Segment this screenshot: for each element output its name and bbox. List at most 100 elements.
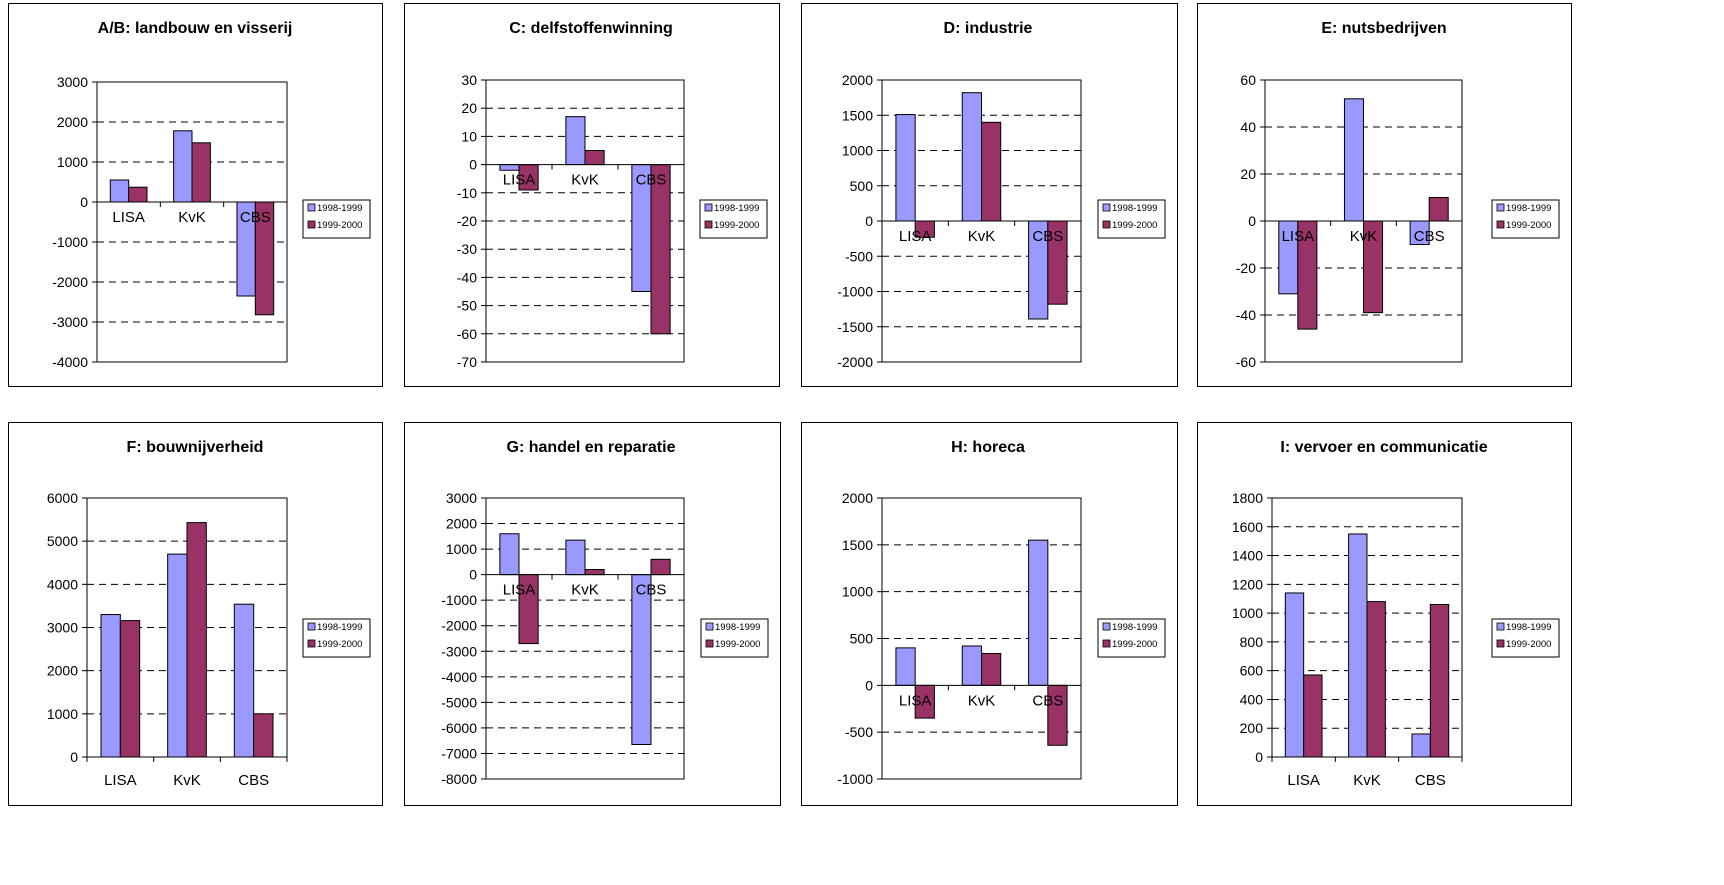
bar-lisa-1998-1999 [109,179,130,203]
bar-cbs-1999-2000 [650,164,671,335]
y-tick-label: 1000 [842,584,873,600]
chart-panel-2: C: delfstoffenwinning 30 20 10 0 -10 -20 -30 -40… [404,3,780,387]
bar-kvk-1998-1999 [565,539,586,576]
chart-frame [404,422,781,806]
y-tick-label: -1000 [837,284,873,300]
legend: 1998-1999 1999-2000 [302,618,371,658]
y-tick-label: 1200 [1232,576,1263,592]
legend: 1998-1999 1999-2000 [1491,199,1560,239]
category-label: KvK [968,692,996,709]
y-tick-label: 800 [1240,634,1264,650]
y-tick-label: 1000 [1232,605,1263,621]
category-label: LISA [899,692,932,709]
y-tick-label: 1000 [446,541,477,557]
bar-lisa-1999-2000 [1303,674,1323,758]
y-tick-label: -60 [457,326,477,342]
category-label: KvK [571,582,599,599]
y-tick-label: 200 [1240,720,1264,736]
legend-label: 1999-2000 [317,639,362,650]
y-tick-label: 4000 [47,576,78,592]
y-tick-label: 0 [865,213,873,229]
legend-swatch [704,220,713,229]
category-label: CBS [636,582,667,599]
legend-swatch [1496,203,1505,212]
category-label: LISA [1287,772,1320,789]
bar-kvk-1999-2000 [981,121,1002,222]
chart-panel-4: E: nutsbedrijven 60 40 20 0 -20 -40 -60 LISA KvK C… [1197,3,1572,387]
y-tick-label: 0 [469,567,477,583]
bar-kvk-1998-1999 [961,645,982,686]
y-tick-label: 500 [850,178,874,194]
category-label: KvK [1353,772,1381,789]
y-tick-label: 0 [1248,213,1256,229]
legend-label: 1999-2000 [1112,639,1157,650]
category-label: LISA [112,209,145,226]
y-tick-label: 1500 [842,537,873,553]
chart-title: E: nutsbedrijven [1321,20,1446,37]
bar-kvk-1999-2000 [1366,601,1386,758]
y-tick-label: 1500 [842,107,873,123]
bar-kvk-1999-2000 [186,522,207,758]
legend-swatch [307,639,316,648]
category-label: CBS [1032,228,1063,245]
y-tick-label: 1000 [47,706,78,722]
y-tick-label: -6000 [441,720,477,736]
bar-kvk-1998-1999 [565,116,586,166]
legend-label: 1998-1999 [1112,622,1157,633]
legend-label: 1998-1999 [1112,203,1157,214]
category-label: KvK [173,772,201,789]
legend-swatch [1496,639,1505,648]
legend: 1998-1999 1999-2000 [700,618,769,658]
bar-kvk-1998-1999 [167,553,188,758]
category-label: LISA [1282,228,1315,245]
y-tick-label: -3000 [441,643,477,659]
chart-frame [1197,3,1572,387]
legend-swatch [307,622,316,631]
chart-panel-8: I: vervoer en communicatie 1800 1600 1400 12… [1197,422,1572,806]
chart-frame [404,3,780,387]
legend: 1998-1999 1999-2000 [699,199,768,239]
category-label: LISA [503,582,536,599]
category-label: KvK [1350,228,1378,245]
bar-lisa-1998-1999 [1284,592,1305,758]
bar-cbs-1998-1999 [1028,539,1049,686]
y-tick-label: -500 [845,248,873,264]
plot-area [96,81,288,363]
legend-label: 1998-1999 [714,203,759,214]
category-label: CBS [636,172,667,189]
y-tick-label: -50 [457,298,477,314]
bar-kvk-1998-1999 [1348,533,1368,758]
y-tick-label: -2000 [52,274,88,290]
y-tick-label: 5000 [47,533,78,549]
y-tick-label: 30 [461,72,477,88]
legend-label: 1998-1999 [1506,203,1551,214]
category-label: KvK [571,172,599,189]
y-tick-label: -30 [457,241,477,257]
y-tick-label: 1000 [57,154,88,170]
y-tick-label: -2000 [837,354,873,370]
legend-swatch [1496,622,1505,631]
legend-swatch [705,639,714,648]
y-tick-label: 400 [1240,691,1264,707]
bar-lisa-1999-2000 [128,186,148,203]
y-tick-label: -1000 [837,771,873,787]
chart-title: D: industrie [944,20,1033,37]
y-tick-label: -40 [457,269,477,285]
legend-label: 1998-1999 [317,203,362,214]
chart-title: C: delfstoffenwinning [509,20,673,37]
category-label: CBS [238,772,269,789]
bar-lisa-1998-1999 [895,647,916,686]
legend: 1998-1999 1999-2000 [1097,618,1166,658]
legend: 1998-1999 1999-2000 [302,199,371,239]
bar-lisa-1998-1999 [499,164,520,171]
y-tick-label: -1000 [52,234,88,250]
bar-cbs-1998-1999 [631,574,652,746]
bar-lisa-1998-1999 [100,614,121,758]
legend-label: 1998-1999 [715,622,760,633]
bar-lisa-1998-1999 [499,533,520,576]
y-tick-label: -7000 [441,745,477,761]
legend-label: 1999-2000 [715,639,760,650]
bar-cbs-1998-1999 [1411,733,1431,758]
y-tick-label: 2000 [842,490,873,506]
